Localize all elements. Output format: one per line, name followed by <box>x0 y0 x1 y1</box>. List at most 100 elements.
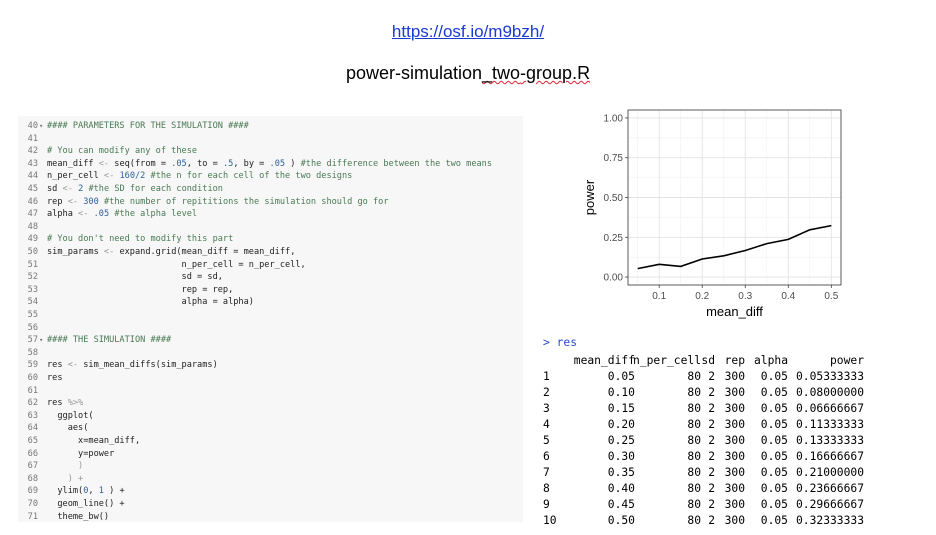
table-cell: 0.30 <box>607 450 635 463</box>
table-cell: 0.35 <box>607 466 635 479</box>
line-number: 53 <box>27 284 38 295</box>
code-line[interactable]: 66 y=power <box>18 448 523 461</box>
table-cell: 2 <box>708 434 715 447</box>
code-text: n_per_cell = n_per_cell, <box>47 259 306 270</box>
table-row: 2 0.10 80 2 300 0.05 0.08000000 <box>543 385 888 401</box>
table-row: 8 0.40 80 2 300 0.05 0.23666667 <box>543 481 888 497</box>
y-axis-title: power <box>582 179 597 215</box>
table-cell: 0.05333333 <box>795 370 864 383</box>
code-line[interactable]: 56 <box>18 322 523 335</box>
code-line[interactable]: 50 sim_params <- expand.grid(mean_diff = … <box>18 246 523 259</box>
line-number: 50 <box>27 247 38 257</box>
row-index: 8 <box>543 482 550 495</box>
table-cell: 2 <box>708 386 715 399</box>
code-line[interactable]: 63 ggplot( <box>18 410 523 423</box>
code-line[interactable]: 49 # You don't need to modify this part <box>18 233 523 246</box>
code-line[interactable]: 53 rep = rep, <box>18 284 523 297</box>
code-line[interactable]: 55 <box>18 309 523 322</box>
code-line[interactable]: 61 <box>18 385 523 398</box>
line-number: 70 <box>27 499 38 509</box>
filename-part: power-simulation <box>345 63 482 83</box>
code-line[interactable]: 51 n_per_cell = n_per_cell, <box>18 259 523 272</box>
table-cell: 80 <box>687 482 701 495</box>
table-cell: 80 <box>687 498 701 511</box>
code-line[interactable]: 44 n_per_cell <- 160/2 #the n for each ce… <box>18 170 523 183</box>
code-line[interactable]: 58 <box>18 347 523 360</box>
x-axis-title: mean_diff <box>706 304 763 319</box>
code-line[interactable]: 48 <box>18 221 523 234</box>
code-line[interactable]: 45 sd <- 2 #the SD for each condition <box>18 183 523 196</box>
fold-arrow-icon[interactable]: ▾ <box>39 122 44 130</box>
line-number: 51 <box>27 259 38 270</box>
x-tick-label: 0.1 <box>652 291 666 302</box>
line-number: 62 <box>27 398 38 409</box>
code-line[interactable]: 54 alpha = alpha) <box>18 296 523 309</box>
column-header: mean_diff <box>573 354 635 367</box>
row-index: 9 <box>543 498 550 511</box>
code-text: mean_diff <- seq(from = .05, to = .5, by… <box>47 158 493 169</box>
table-cell: 300 <box>724 450 745 463</box>
code-text: x=mean_diff, <box>47 436 141 446</box>
table-cell: 80 <box>687 466 701 479</box>
code-line[interactable]: 60 res <box>18 372 523 385</box>
code-line[interactable]: 70 geom_line() + <box>18 498 523 511</box>
code-line[interactable]: 46 rep <- 300 #the number of repititions … <box>18 196 523 209</box>
code-text: alpha = alpha) <box>47 297 254 308</box>
code-text: sim_params <- expand.grid(mean_diff = me… <box>47 247 296 257</box>
code-line[interactable]: 69 ylim(0, 1 ) + <box>18 485 523 498</box>
table-cell: 300 <box>724 386 745 399</box>
code-line[interactable]: 40 ▾ #### PARAMETERS FOR THE SIMULATION ##… <box>18 120 523 133</box>
code-line[interactable]: 47 alpha <- .05 #the alpha level <box>18 208 523 221</box>
code-text: aes( <box>47 423 89 434</box>
table-cell: 0.21000000 <box>795 466 864 479</box>
code-text: rep <- 300 #the number of repititions th… <box>47 196 389 207</box>
code-line[interactable]: 41 <box>18 133 523 146</box>
table-cell: 300 <box>724 466 745 479</box>
row-index: 2 <box>543 386 550 399</box>
table-cell: 0.06666667 <box>795 402 864 415</box>
y-tick-label: 0.00 <box>604 273 624 284</box>
osf-link[interactable]: https://osf.io/m9bzh/ <box>391 22 545 41</box>
x-tick-label: 0.2 <box>695 291 709 302</box>
table-row: 9 0.45 80 2 300 0.05 0.29666667 <box>543 497 888 513</box>
table-cell: 80 <box>687 418 701 431</box>
filename-part-underlined: _two <box>482 63 521 83</box>
table-cell: 2 <box>708 418 715 431</box>
line-number: 48 <box>27 221 38 232</box>
table-cell: 0.05 <box>760 402 788 415</box>
y-tick-label: 0.25 <box>604 233 624 244</box>
table-cell: 0.05 <box>760 482 788 495</box>
r-code-editor[interactable]: 40 ▾ #### PARAMETERS FOR THE SIMULATION ##… <box>18 116 523 522</box>
table-cell: 2 <box>708 402 715 415</box>
table-header-row: mean_diff n_per_cell sd rep alpha power <box>543 353 888 369</box>
table-row: 6 0.30 80 2 300 0.05 0.16666667 <box>543 449 888 465</box>
table-cell: 0.05 <box>760 418 788 431</box>
r-console-output: > res mean_diff n_per_cell sd rep alpha power… <box>543 336 888 527</box>
table-row: 5 0.25 80 2 300 0.05 0.13333333 <box>543 433 888 449</box>
power-series-line <box>637 224 832 270</box>
code-line[interactable]: 52 sd = sd, <box>18 271 523 284</box>
line-number: 54 <box>27 297 38 308</box>
line-number: 41 <box>27 133 38 144</box>
code-line[interactable]: 59 res <- sim_mean_diffs(sim_params) <box>18 359 523 372</box>
table-cell: 0.05 <box>607 370 635 383</box>
table-cell: 2 <box>708 498 715 511</box>
code-line[interactable]: 68 ) + <box>18 473 523 486</box>
table-cell: 0.40 <box>607 482 635 495</box>
code-line[interactable]: 42 # You can modify any of these <box>18 145 523 158</box>
code-line[interactable]: 71 theme_bw() <box>18 511 523 524</box>
code-text: sd = sd, <box>47 272 223 283</box>
table-cell: 300 <box>724 434 745 447</box>
table-cell: 0.16666667 <box>795 450 864 463</box>
code-line[interactable]: 65 x=mean_diff, <box>18 435 523 448</box>
code-line[interactable]: 43 mean_diff <- seq(from = .05, to = .5, … <box>18 158 523 171</box>
line-number: 57 <box>27 335 38 346</box>
code-text: # You don't need to modify this part <box>47 234 234 245</box>
code-line[interactable]: 62 res %>% <box>18 397 523 410</box>
fold-arrow-icon[interactable]: ▾ <box>39 336 44 345</box>
code-line[interactable]: 67 ) <box>18 460 523 473</box>
code-line[interactable]: 57 ▾ #### THE SIMULATION #### <box>18 334 523 347</box>
table-cell: 0.05 <box>760 466 788 479</box>
code-line[interactable]: 64 aes( <box>18 422 523 435</box>
table-cell: 0.05 <box>760 386 788 399</box>
